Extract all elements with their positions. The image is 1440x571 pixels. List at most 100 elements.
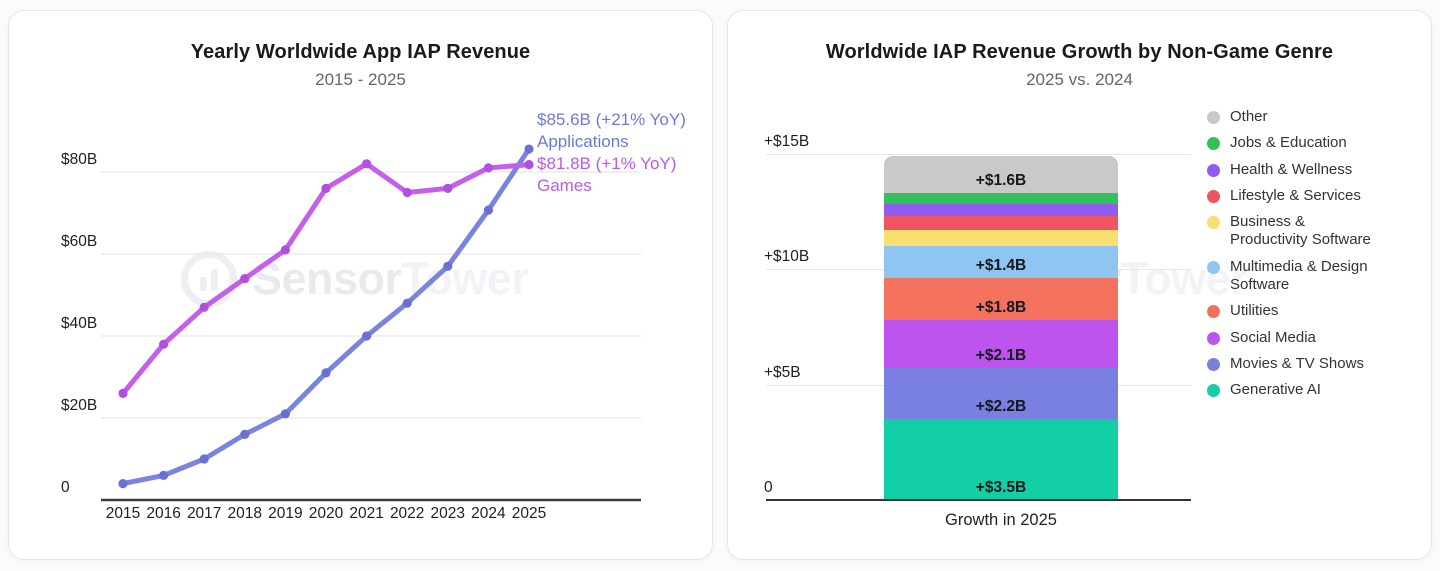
y-axis-tick-label: $40B bbox=[61, 315, 98, 332]
y-axis-tick-label: 0 bbox=[61, 479, 70, 496]
x-axis-tick-label: 2021 bbox=[349, 505, 384, 522]
legend-item-label: Multimedia & Design Software bbox=[1230, 257, 1368, 294]
data-point-marker bbox=[483, 163, 493, 173]
y-axis-tick-label: +$15B bbox=[764, 132, 810, 150]
bar-segment-label: +$1.4B bbox=[975, 257, 1027, 275]
y-axis-tick-label: +$5B bbox=[764, 363, 801, 381]
legend-item: Utilities bbox=[1207, 302, 1383, 320]
legend-item-label: Social Media bbox=[1230, 328, 1316, 346]
data-point-marker bbox=[362, 331, 372, 341]
games-annotation-value: $81.8B (+1% YoY) bbox=[537, 154, 677, 173]
x-axis-tick-label: 2020 bbox=[308, 505, 344, 522]
bar-segment bbox=[884, 215, 1118, 230]
x-axis-tick-label: 2016 bbox=[146, 505, 181, 522]
gridline bbox=[766, 153, 1191, 155]
x-axis-tick-label: 2018 bbox=[227, 505, 263, 522]
legend: Other Jobs & Education Health & Wellness Li… bbox=[1207, 108, 1383, 400]
legend-color-dot bbox=[1207, 260, 1220, 274]
legend-color-dot bbox=[1207, 216, 1220, 230]
data-point-marker bbox=[443, 183, 453, 193]
data-point-marker bbox=[240, 429, 250, 439]
stacked-bar-chart-card: SensorTower Worldwide IAP Revenue Growth… bbox=[727, 10, 1432, 560]
bar-segment: +$1.4B bbox=[884, 245, 1118, 279]
applications-annotation-value: $85.6B (+21% YoY) bbox=[537, 110, 686, 129]
line-chart-card: SensorTower Yearly Worldwide App IAP Rev… bbox=[8, 10, 713, 560]
bar-segment: +$1.6B bbox=[884, 155, 1118, 193]
legend-color-dot bbox=[1207, 305, 1220, 319]
bar-segment-label: +$1.6B bbox=[975, 171, 1027, 189]
legend-item: Movies & TV Shows bbox=[1207, 355, 1383, 373]
legend-item-label: Other bbox=[1230, 108, 1268, 125]
legend-item: Lifestyle & Services bbox=[1207, 187, 1383, 205]
x-axis-line bbox=[766, 498, 1191, 501]
data-point-marker bbox=[321, 368, 331, 378]
bar-segment bbox=[884, 229, 1118, 246]
legend-item-label: Generative AI bbox=[1230, 381, 1321, 399]
data-point-marker bbox=[483, 205, 493, 215]
y-axis-tick-label: $20B bbox=[61, 397, 98, 414]
legend-item-label: Lifestyle & Services bbox=[1230, 186, 1361, 204]
legend-item: Other bbox=[1207, 108, 1383, 126]
bar-segment-label: +$2.2B bbox=[975, 398, 1027, 416]
legend-item: Business & Productivity Software bbox=[1207, 213, 1383, 250]
applications-line bbox=[120, 146, 532, 487]
data-point-marker bbox=[199, 302, 209, 312]
line-chart-title: Yearly Worldwide App IAP Revenue bbox=[190, 41, 531, 63]
bar-segment: +$2.2B bbox=[884, 368, 1118, 420]
bar-segment: +$3.5B bbox=[884, 419, 1118, 500]
legend-item: Generative AI bbox=[1207, 381, 1383, 399]
bar-chart-subtitle: 2025 vs. 2024 bbox=[1026, 70, 1133, 89]
bar-segment-label: +$2.1B bbox=[975, 347, 1027, 365]
x-axis-tick-label: 2025 bbox=[511, 505, 547, 522]
data-point-marker bbox=[280, 409, 290, 419]
stacked-bar: +$3.5B +$2.2B +$2.1B +$1.8B +$1.4B +$1.6B bbox=[884, 155, 1118, 500]
data-point-marker bbox=[362, 159, 372, 169]
x-axis-tick-label: 2023 bbox=[430, 505, 466, 522]
data-point-marker bbox=[402, 298, 412, 308]
x-axis-tick-label: 2022 bbox=[389, 505, 425, 522]
x-axis-tick-label: 2015 bbox=[105, 505, 141, 522]
data-point-marker bbox=[118, 388, 128, 398]
y-axis-tick-label: 0 bbox=[764, 479, 773, 496]
legend-color-dot bbox=[1207, 357, 1220, 371]
legend-item-label: Utilities bbox=[1230, 302, 1279, 320]
bar-segment: +$2.1B bbox=[884, 319, 1118, 369]
y-axis-tick-label: $80B bbox=[61, 151, 98, 168]
x-axis-label: Growth in 2025 bbox=[945, 511, 1057, 529]
legend-color-dot bbox=[1207, 163, 1220, 177]
data-point-marker bbox=[443, 261, 453, 271]
legend-item-label: Movies & TV Shows bbox=[1230, 354, 1364, 372]
legend-item: Health & Wellness bbox=[1207, 161, 1383, 179]
legend-item: Social Media bbox=[1207, 329, 1383, 347]
x-axis-tick-label: 2019 bbox=[268, 505, 303, 522]
bar-segment: +$1.8B bbox=[884, 278, 1118, 320]
data-point-marker bbox=[524, 160, 534, 170]
games-annotation-label: Games bbox=[537, 176, 592, 195]
legend-item-label: Health & Wellness bbox=[1230, 160, 1353, 178]
y-axis-tick-label: +$10B bbox=[764, 248, 810, 265]
data-point-marker bbox=[199, 454, 209, 464]
legend-color-dot bbox=[1207, 189, 1220, 203]
legend-item: Jobs & Education bbox=[1207, 134, 1383, 152]
games-line bbox=[120, 161, 532, 396]
legend-item-label: Jobs & Education bbox=[1230, 134, 1347, 152]
x-axis-tick-label: 2024 bbox=[471, 505, 506, 522]
data-point-marker bbox=[280, 245, 290, 255]
legend-item-label: Business & Productivity Software bbox=[1230, 213, 1371, 249]
legend-color-dot bbox=[1207, 331, 1220, 345]
bar-segment-label: +$3.5B bbox=[975, 479, 1027, 496]
line-chart-subtitle: 2015 - 2025 bbox=[315, 70, 406, 89]
legend-color-dot bbox=[1207, 384, 1220, 398]
data-point-marker bbox=[402, 187, 412, 198]
data-point-marker bbox=[321, 183, 331, 193]
bar-segment-label: +$1.8B bbox=[975, 298, 1027, 316]
line-plot-area bbox=[101, 144, 641, 502]
data-point-marker bbox=[118, 479, 128, 489]
bar-segment bbox=[884, 192, 1118, 205]
data-point-marker bbox=[159, 339, 169, 349]
applications-annotation-label: Applications bbox=[537, 132, 629, 151]
data-point-marker bbox=[240, 274, 250, 284]
data-point-marker bbox=[159, 470, 169, 480]
x-axis-tick-label: 2017 bbox=[186, 505, 222, 522]
legend-color-dot bbox=[1207, 137, 1220, 151]
